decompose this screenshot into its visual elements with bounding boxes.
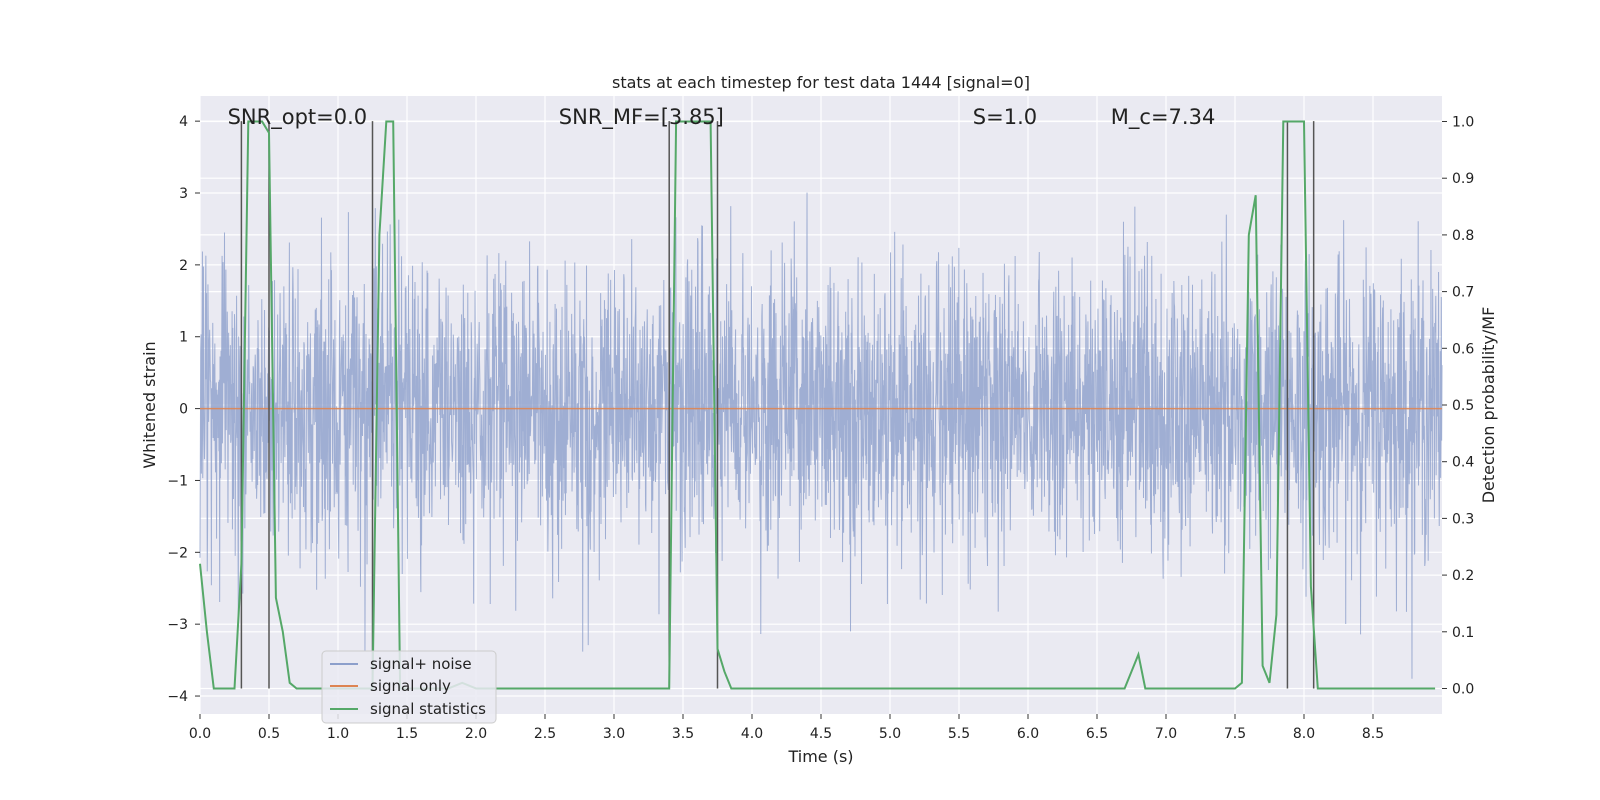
annotation-0: SNR_opt=0.0 — [228, 105, 368, 130]
x-tick-label-6: 3.0 — [603, 726, 625, 742]
y-axis-left-ticks: −4 −3 −2 −1 0 1 2 3 4 — [167, 114, 200, 705]
y-left-tick-label-5: 1 — [179, 330, 188, 346]
y-left-tick-label-7: 3 — [179, 186, 188, 202]
y-right-tick-label-10: 1.0 — [1452, 115, 1474, 131]
x-tick-label-16: 8.0 — [1293, 726, 1315, 742]
x-tick-label-7: 3.5 — [672, 726, 694, 742]
legend-label-signal-statistics: signal statistics — [370, 700, 486, 718]
annotation-2: S=1.0 — [973, 105, 1037, 129]
x-axis-ticks: 0.0 0.5 1.0 1.5 2.0 2.5 3.0 3.5 4.0 4.5 5.0 5.5 6.0 6… — [189, 714, 1384, 742]
y-left-tick-label-6: 2 — [179, 258, 188, 274]
x-tick-label-3: 1.5 — [396, 726, 418, 742]
annotation-1: SNR_MF=[3.85] — [559, 105, 724, 130]
x-tick-label-9: 4.5 — [810, 726, 832, 742]
x-tick-label-14: 7.0 — [1155, 726, 1177, 742]
y-left-tick-label-1: −3 — [167, 617, 188, 633]
signal-statistics-series — [199, 120, 1436, 690]
y-axis-left-label: Whitened strain — [140, 341, 159, 468]
chart-title: stats at each timestep for test data 144… — [612, 73, 1030, 92]
annotation-3: M_c=7.34 — [1111, 105, 1216, 130]
y-left-tick-label-0: −4 — [167, 689, 188, 705]
y-right-tick-label-3: 0.3 — [1452, 511, 1474, 527]
y-left-tick-label-4: 0 — [179, 402, 188, 418]
annotations: SNR_opt=0.0 SNR_MF=[3.85] S=1.0 M_c=7.34 — [228, 105, 1216, 130]
y-axis-right-ticks: 0.0 0.1 0.2 0.3 0.4 0.5 0.6 0.7 0.8 0.9 1.0 — [1442, 115, 1474, 697]
x-tick-label-12: 6.0 — [1017, 726, 1039, 742]
y-left-tick-label-2: −2 — [167, 545, 188, 561]
noise-series — [199, 192, 1443, 679]
x-tick-label-5: 2.5 — [534, 726, 556, 742]
y-left-tick-label-3: −1 — [167, 473, 188, 489]
x-tick-label-2: 1.0 — [327, 726, 349, 742]
x-tick-label-11: 5.5 — [948, 726, 970, 742]
y-right-tick-label-4: 0.4 — [1452, 455, 1474, 471]
grid — [199, 96, 1442, 714]
y-right-tick-label-6: 0.6 — [1452, 341, 1474, 357]
y-right-tick-label-2: 0.2 — [1452, 568, 1474, 584]
y-right-tick-label-8: 0.8 — [1452, 228, 1474, 244]
y-axis-right-label: Detection probability/MF — [1479, 307, 1498, 504]
legend-label-signal-noise: signal+ noise — [370, 655, 472, 673]
x-tick-label-4: 2.0 — [465, 726, 487, 742]
y-right-tick-label-0: 0.0 — [1452, 681, 1474, 697]
legend: signal+ noise signal only signal statist… — [321, 650, 497, 724]
signal-noise-line — [199, 192, 1443, 679]
x-tick-label-0: 0.0 — [189, 726, 211, 742]
x-tick-label-13: 6.5 — [1086, 726, 1108, 742]
x-tick-label-17: 8.5 — [1362, 726, 1384, 742]
x-tick-label-1: 0.5 — [258, 726, 280, 742]
x-tick-label-10: 5.0 — [879, 726, 901, 742]
x-tick-label-15: 7.5 — [1224, 726, 1246, 742]
y-right-tick-label-5: 0.5 — [1452, 398, 1474, 414]
x-axis-label: Time (s) — [787, 747, 853, 766]
y-right-tick-label-9: 0.9 — [1452, 171, 1474, 187]
x-tick-label-8: 4.0 — [741, 726, 763, 742]
signal-statistics-line — [199, 120, 1436, 690]
y-left-tick-label-8: 4 — [179, 114, 188, 130]
legend-box — [321, 650, 497, 724]
y-right-tick-label-1: 0.1 — [1452, 625, 1474, 641]
y-right-tick-label-7: 0.7 — [1452, 285, 1474, 301]
legend-label-signal-only: signal only — [370, 677, 451, 695]
